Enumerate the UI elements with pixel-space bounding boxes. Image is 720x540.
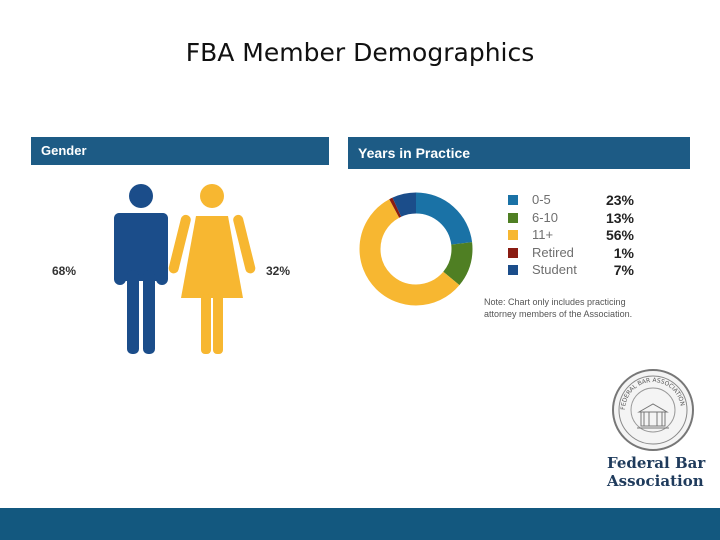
legend-item: Retired 1% xyxy=(508,245,658,263)
chart-note-line2: attorney members of the Association. xyxy=(484,309,633,319)
legend-swatch xyxy=(508,230,518,240)
chart-note-line1: Note: Chart only includes practicing xyxy=(484,297,626,307)
legend-value: 56% xyxy=(605,227,634,243)
legend-value: 13% xyxy=(605,209,634,226)
fba-seal-icon: FEDERAL BAR ASSOCIATION xyxy=(612,369,694,451)
footer-bar xyxy=(0,508,720,540)
legend-label: 11+ xyxy=(532,227,554,242)
donut-slice-6-10 xyxy=(359,192,473,306)
legend-value: 1% xyxy=(613,244,634,261)
years-legend: 0-5 23% 6-10 13% 11+ 56% Retired 1% Student 7% xyxy=(508,192,658,280)
legend-swatch xyxy=(508,212,518,223)
legend-item: 6-10 13% xyxy=(508,210,658,228)
legend-label: 6-10 xyxy=(532,209,559,225)
legend-swatch xyxy=(508,265,518,275)
legend-label: 0-5 xyxy=(532,192,551,207)
page-title: FBA Member Demographics xyxy=(185,38,535,67)
male-figure-icon xyxy=(114,184,168,354)
legend-item: 0-5 23% xyxy=(508,192,658,210)
female-percentage: 32% xyxy=(266,264,291,278)
legend-item: Student 7% xyxy=(508,262,658,280)
org-name-line1: Federal Bar xyxy=(607,454,706,472)
legend-value: 7% xyxy=(613,262,634,278)
chart-note: Note: Chart only includes practicing att… xyxy=(484,296,684,320)
years-header: Years in Practice xyxy=(348,137,690,169)
male-percentage: 68% xyxy=(52,264,77,278)
donut-slice-11 xyxy=(359,192,473,306)
org-name: Federal Bar Association xyxy=(607,454,705,490)
legend-label: Retired xyxy=(532,244,574,260)
org-name-line2: Association xyxy=(607,472,704,490)
gender-header: Gender xyxy=(31,137,329,165)
legend-value: 23% xyxy=(605,192,634,208)
legend-swatch xyxy=(508,195,518,205)
legend-swatch xyxy=(508,247,518,258)
legend-label: Student xyxy=(532,262,577,277)
female-figure-icon xyxy=(168,184,256,354)
donut-slice-student xyxy=(359,192,473,306)
legend-item: 11+ 56% xyxy=(508,227,658,245)
